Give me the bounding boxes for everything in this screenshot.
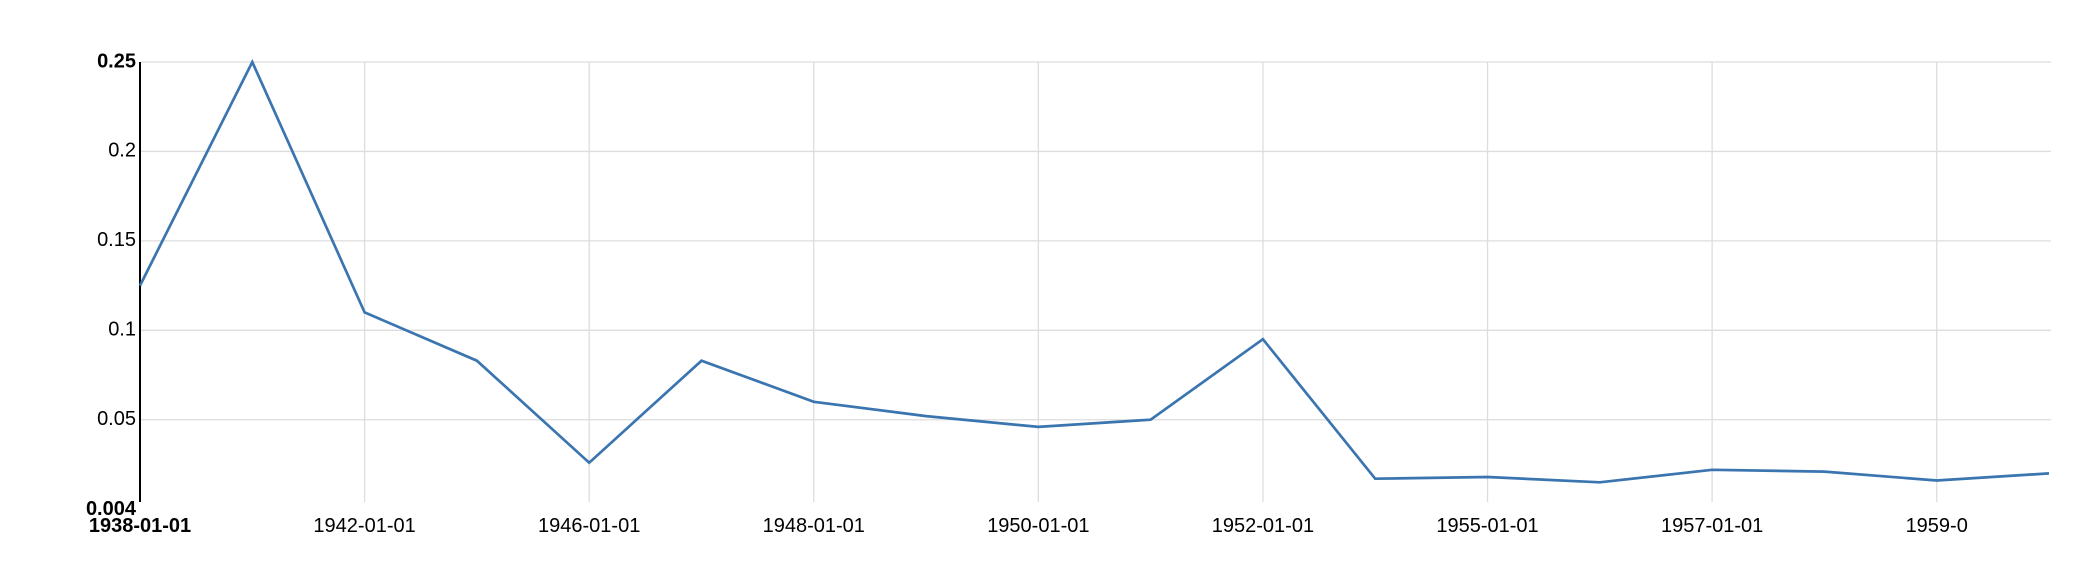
x-tick-label: 1938-01-01: [89, 515, 191, 537]
y-tick-label: 0.1: [108, 319, 136, 341]
x-tick-label: 1948-01-01: [763, 515, 865, 537]
x-axis-labels: 1938-01-01 1942-01-01 1946-01-01 1948-01-01…: [89, 515, 1968, 537]
x-tick-label: 1950-01-01: [987, 515, 1089, 537]
x-tick-label: 1942-01-01: [313, 515, 415, 537]
y-tick-label: 0.15: [97, 229, 136, 251]
y-tick-label: 0.05: [97, 408, 136, 430]
x-tick-label: 1957-01-01: [1661, 515, 1763, 537]
grid: [140, 61, 2051, 502]
series-line: [138, 58, 2050, 484]
y-tick-label: 0.2: [108, 140, 136, 162]
series-group: [138, 58, 2050, 484]
x-tick-label: 1946-01-01: [538, 515, 640, 537]
x-tick-label: 1955-01-01: [1436, 515, 1538, 537]
x-tick-label: 1952-01-01: [1212, 515, 1314, 537]
y-tick-label: 0.25: [97, 50, 136, 72]
y-tick-label: 0.004: [86, 498, 137, 520]
y-axis-labels: 0.25 0.2 0.15 0.1 0.05 0.004: [86, 50, 137, 520]
x-tick-label: 1959-0: [1906, 515, 1968, 537]
